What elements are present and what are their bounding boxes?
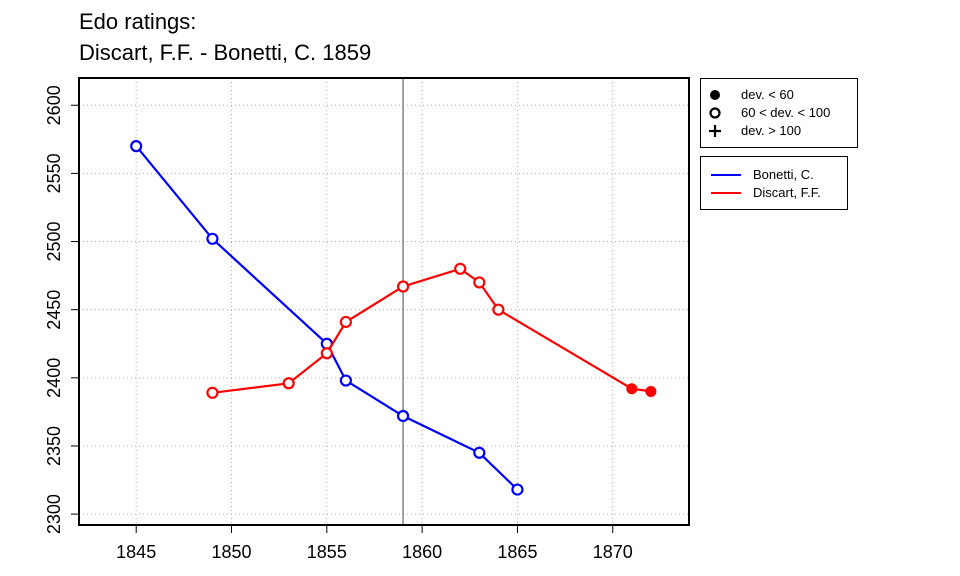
data-point-s1-3 bbox=[339, 315, 352, 329]
y-tick-label-2350: 2350 bbox=[44, 426, 64, 466]
data-point-s1-4 bbox=[396, 280, 410, 293]
data-point-s1-7 bbox=[492, 303, 505, 316]
x-tick-label-1865: 1865 bbox=[497, 542, 537, 562]
data-point-s0-0 bbox=[130, 140, 143, 153]
chart-title-line1: Edo ratings: bbox=[79, 9, 197, 34]
data-point-s1-1 bbox=[282, 377, 295, 390]
x-tick-label-1860: 1860 bbox=[402, 542, 442, 562]
series-legend: Bonetti, C. Discart, F.F. bbox=[700, 156, 848, 210]
plus-icon bbox=[709, 125, 721, 137]
data-point-s0-5 bbox=[473, 446, 486, 459]
deviation-legend: dev. < 60 60 < dev. < 100 dev. > 100 bbox=[700, 78, 858, 148]
x-tick-label-1850: 1850 bbox=[211, 542, 251, 562]
legend-label-discart: Discart, F.F. bbox=[753, 185, 821, 200]
plot-frame bbox=[78, 77, 690, 526]
legend-line-discart bbox=[711, 192, 741, 194]
series-line-1 bbox=[212, 267, 652, 394]
x-tick-label-1855: 1855 bbox=[307, 542, 347, 562]
legend-label-bonetti: Bonetti, C. bbox=[753, 167, 814, 182]
open-circle-icon bbox=[709, 107, 721, 119]
y-tick-label-2450: 2450 bbox=[44, 290, 64, 330]
data-point-s1-9 bbox=[645, 385, 657, 397]
data-point-s0-6 bbox=[511, 483, 524, 496]
chart-title-line2: Discart, F.F. - Bonetti, C. 1859 bbox=[79, 40, 372, 65]
data-point-s1-2 bbox=[320, 347, 333, 360]
legend-label-dev-high: dev. > 100 bbox=[741, 123, 802, 138]
y-tick-label-2600: 2600 bbox=[44, 85, 64, 125]
y-tick-label-2400: 2400 bbox=[44, 358, 64, 398]
y-tick-label-2500: 2500 bbox=[44, 221, 64, 261]
y-tick-label-2300: 2300 bbox=[44, 494, 64, 534]
x-tick-label-1870: 1870 bbox=[593, 542, 633, 562]
filled-circle-icon bbox=[710, 90, 720, 100]
data-point-s0-1 bbox=[206, 232, 219, 245]
legend-label-dev-mid: 60 < dev. < 100 bbox=[741, 105, 831, 120]
legend-row-bonetti: Bonetti, C. bbox=[701, 166, 841, 184]
data-point-s1-5 bbox=[454, 262, 467, 275]
data-point-s0-3 bbox=[339, 374, 352, 387]
data-point-s1-8 bbox=[626, 383, 638, 395]
legend-label-dev-low: dev. < 60 bbox=[741, 87, 794, 102]
data-point-s1-0 bbox=[206, 386, 219, 399]
x-tick-label-1845: 1845 bbox=[116, 542, 156, 562]
y-tick-label-2550: 2550 bbox=[44, 153, 64, 193]
legend-row-discart: Discart, F.F. bbox=[701, 184, 841, 202]
data-point-s1-6 bbox=[473, 276, 486, 289]
data-point-s0-4 bbox=[396, 409, 410, 423]
legend-line-bonetti bbox=[711, 174, 741, 176]
